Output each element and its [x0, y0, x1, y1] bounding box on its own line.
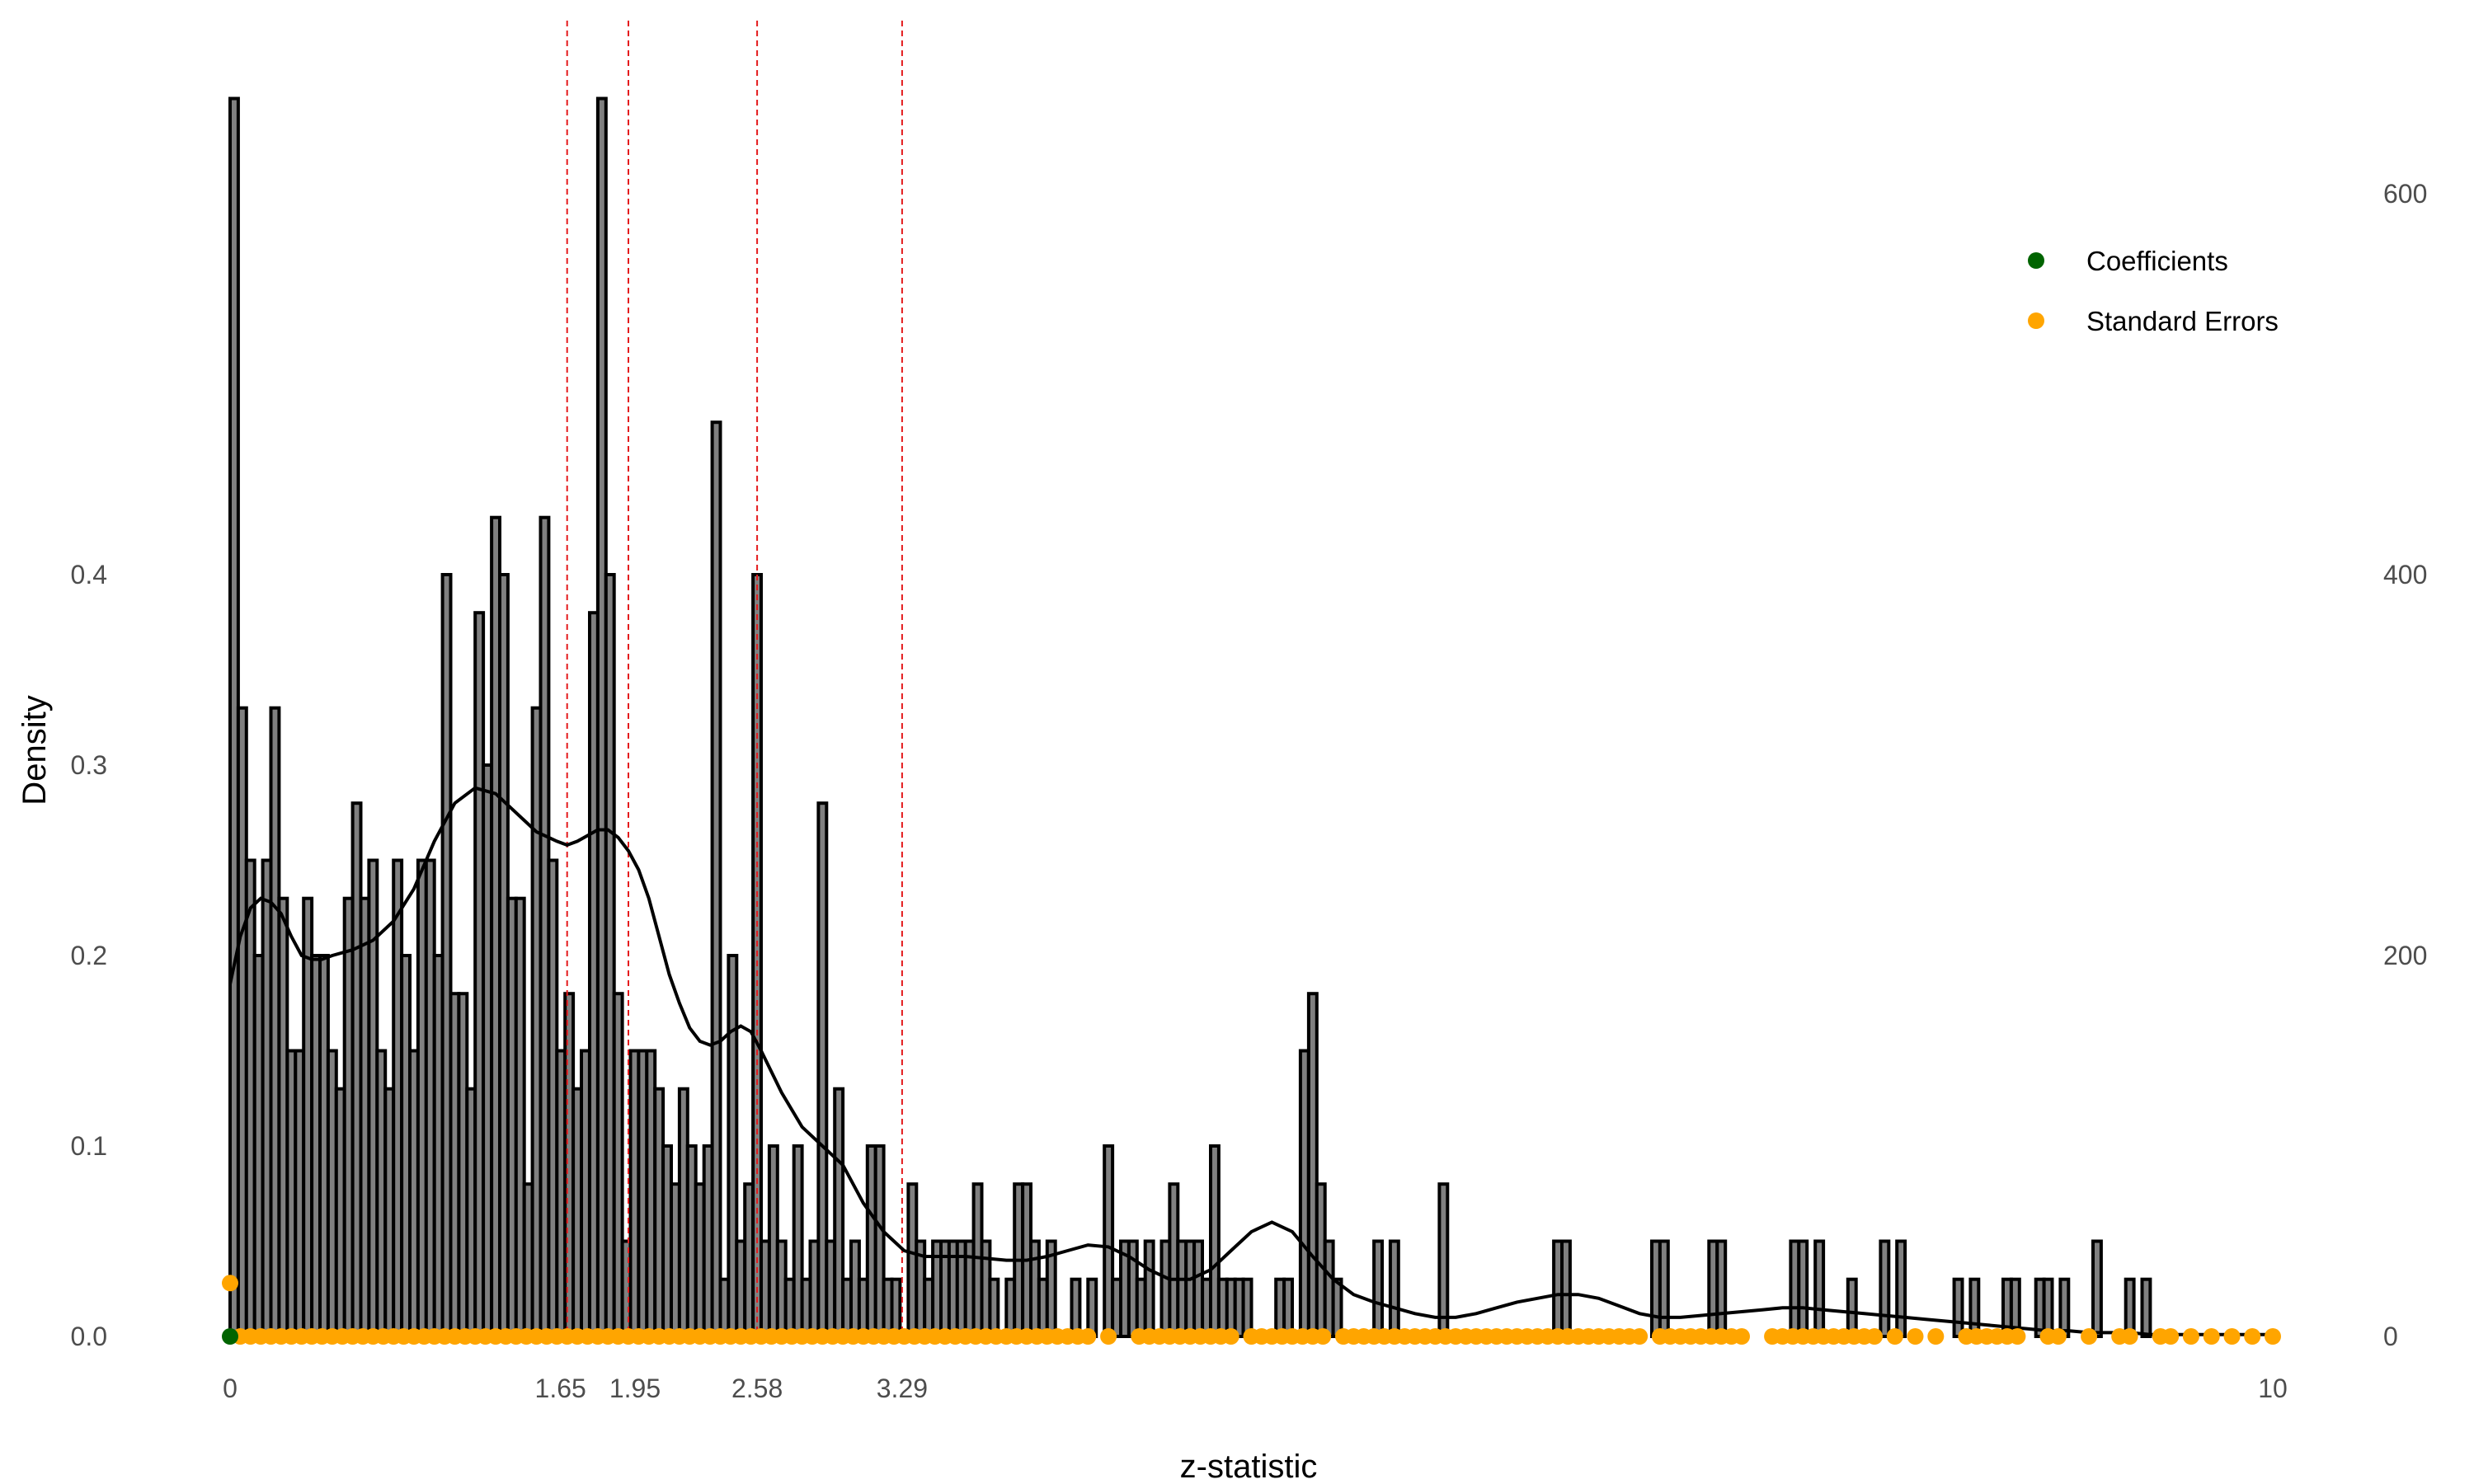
histogram-bars: [228, 96, 2152, 1339]
y-right-tick-label: 400: [2383, 560, 2427, 589]
coefficient-point: [222, 1328, 238, 1345]
histogram-bar: [890, 1277, 902, 1338]
standard-error-point: [2121, 1328, 2138, 1345]
standard-error-point: [222, 1275, 238, 1292]
histogram-bar: [1282, 1277, 1294, 1338]
x-tick-label: 3.29: [877, 1374, 928, 1403]
standard-error-point: [1907, 1328, 1924, 1345]
y-axis-left-ticks: 0.0 0.1 0.2 0.3 0.4: [71, 560, 107, 1351]
y-left-tick-label: 0.2: [71, 941, 107, 970]
histogram-bar: [1952, 1277, 1964, 1338]
histogram-bar: [1715, 1239, 1728, 1338]
histogram-bar: [1658, 1239, 1670, 1338]
histogram-bar: [1086, 1277, 1098, 1338]
histogram-bar: [1895, 1239, 1907, 1338]
standard-error-point: [2049, 1328, 2067, 1345]
standard-error-point: [2265, 1328, 2281, 1345]
y-left-tick-label: 0.1: [71, 1131, 107, 1161]
x-tick-label: 1.95: [609, 1374, 661, 1403]
x-axis-ticks: 0 1.65 1.95 2.58 3.29 10: [223, 1374, 2288, 1403]
histogram-bar: [1241, 1277, 1253, 1338]
y-right-tick-label: 200: [2383, 941, 2427, 970]
histogram-bar: [1813, 1239, 1826, 1338]
x-tick-label: 2.58: [731, 1374, 783, 1403]
standard-error-point: [1866, 1328, 1883, 1345]
histogram-bar: [1388, 1239, 1400, 1338]
histogram-bar: [1437, 1182, 1450, 1338]
y-left-tick-label: 0.0: [71, 1322, 107, 1351]
histogram-bar: [710, 420, 722, 1339]
standard-error-point: [1631, 1328, 1649, 1345]
standard-error-point: [1315, 1328, 1332, 1345]
legend-key: [2028, 312, 2044, 329]
histogram-bar: [1846, 1277, 1858, 1338]
standard-error-point: [2223, 1328, 2241, 1345]
density-curve: [228, 786, 2273, 1336]
density-curve-layer: [228, 786, 2273, 1336]
standard-error-point: [1733, 1328, 1750, 1345]
reference-lines: [566, 21, 903, 1336]
histogram-bar: [2124, 1277, 2136, 1338]
histogram-bar: [2140, 1277, 2152, 1338]
histogram-bar: [1143, 1239, 1155, 1338]
y-left-tick-label: 0.3: [71, 750, 107, 780]
legend-label: Coefficients: [2086, 246, 2228, 276]
standard-error-point: [2162, 1328, 2180, 1345]
x-tick-label: 0: [223, 1374, 238, 1403]
x-axis-title: z-statistic: [1180, 1449, 1318, 1484]
legend-key: [2028, 252, 2044, 269]
standard-error-point: [1079, 1328, 1097, 1345]
y-axis-right-ticks: 0 200 400 600: [2383, 179, 2427, 1351]
standard-error-point: [2203, 1328, 2220, 1345]
histogram-bar: [1070, 1277, 1082, 1338]
standard-error-point: [2182, 1328, 2199, 1345]
legend: Coefficients Standard Errors: [2028, 246, 2279, 336]
standard-error-point: [2009, 1328, 2026, 1345]
histogram-bar: [1797, 1239, 1809, 1338]
histogram-bar: [1560, 1239, 1572, 1338]
standard-error-point: [1222, 1328, 1239, 1345]
histogram-bar: [2042, 1277, 2054, 1338]
histogram-bar: [1331, 1277, 1343, 1338]
legend-label: Standard Errors: [2086, 306, 2279, 336]
standard-error-point: [2081, 1328, 2098, 1345]
y-left-tick-label: 0.4: [71, 560, 107, 589]
standard-error-point: [1100, 1328, 1117, 1345]
y-right-tick-label: 0: [2383, 1322, 2398, 1351]
histogram-bar: [2091, 1239, 2103, 1338]
points-layer: [222, 1275, 2281, 1345]
standard-error-point: [2244, 1328, 2261, 1345]
y-axis-title: Density: [16, 695, 53, 805]
standard-error-point: [1886, 1328, 1903, 1345]
histogram-bar: [988, 1277, 1000, 1338]
x-tick-label: 1.65: [535, 1374, 586, 1403]
standard-error-point: [1927, 1328, 1945, 1345]
y-right-tick-label: 600: [2383, 179, 2427, 209]
histogram-bar: [1879, 1239, 1891, 1338]
histogram-bar: [1968, 1277, 1981, 1338]
histogram-bar: [1372, 1239, 1384, 1338]
histogram-bar: [2058, 1277, 2071, 1338]
x-tick-label: 10: [2258, 1374, 2288, 1403]
